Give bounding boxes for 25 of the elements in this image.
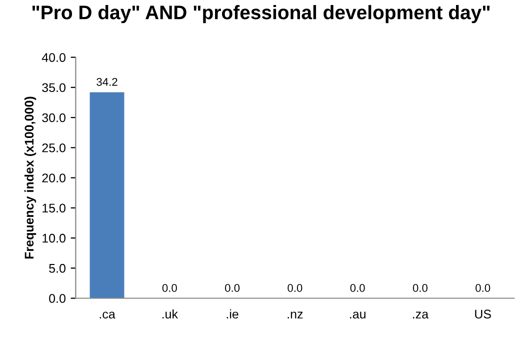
x-tick-label: .uk — [162, 309, 178, 319]
x-tick-label: .ie — [226, 309, 238, 319]
data-label: 34.2 — [96, 78, 118, 86]
y-tick-label: 15.0 — [42, 204, 66, 213]
chart-title: "Pro D day" AND "professional development day" — [32, 5, 490, 24]
data-label: 0.0 — [412, 284, 428, 292]
data-label: 0.0 — [350, 284, 365, 292]
y-tick-label: 40.0 — [42, 53, 66, 62]
y-tick-label: 30.0 — [42, 113, 66, 122]
x-tick-label: .nz — [288, 312, 303, 318]
data-label: 0.0 — [162, 284, 177, 292]
y-tick-label: 5.0 — [49, 264, 66, 273]
y-axis-title: Frequency index (x100,000) — [24, 96, 36, 259]
y-tick-label: 10.0 — [42, 234, 66, 243]
y-tick-label: 0.0 — [49, 294, 66, 303]
x-tick-label: US — [475, 310, 491, 319]
y-tick-label: 20.0 — [42, 174, 66, 182]
x-tick-label: .za — [413, 312, 429, 319]
x-tick-label: .au — [350, 312, 366, 319]
data-label: 0.0 — [225, 284, 240, 292]
x-tick-label: .ca — [100, 312, 116, 319]
data-label: 0.0 — [476, 284, 490, 292]
data-label: 0.0 — [288, 284, 302, 292]
y-tick-label: 35.0 — [42, 83, 66, 92]
y-tick-label: 25.0 — [42, 143, 66, 152]
